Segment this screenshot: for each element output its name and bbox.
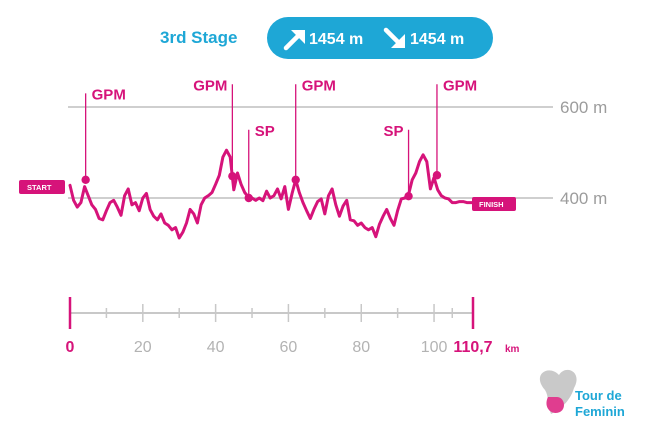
distance-tick-label: 110,7 (453, 339, 492, 356)
ascent-arrow-icon (283, 30, 305, 51)
descent-value: 1454 m (410, 31, 464, 48)
start-tag: START (19, 180, 65, 194)
logo-text-line1: Tour de (575, 388, 622, 403)
tour-de-feminin-logo: Tour de Feminin (539, 369, 625, 419)
ascent-value: 1454 m (309, 31, 363, 48)
annotation-marker-gpm-0 (81, 175, 90, 184)
y-label-600: 600 m (560, 98, 607, 117)
annotation-lines (85, 84, 438, 198)
elevation-profile-line (68, 148, 475, 240)
annotation-label-gpm-3: GPM (302, 77, 336, 94)
annotation-label-sp-2: SP (255, 123, 275, 140)
annotation-markers: GPM GPM SP GPM SP GPM (81, 77, 477, 203)
annotation-label-sp-4: SP (384, 123, 404, 140)
finish-label: FINISH (479, 200, 504, 209)
summary-pill-background (267, 17, 493, 59)
y-label-400: 400 m (560, 189, 607, 208)
distance-tick-label: 80 (352, 339, 370, 356)
finish-tag: FINISH (472, 197, 516, 211)
annotation-marker-gpm-1 (228, 171, 237, 181)
annotation-marker-gpm-5 (432, 171, 442, 180)
annotation-label-gpm-0: GPM (92, 86, 126, 103)
annotation-marker-sp-4 (404, 191, 413, 201)
annotation-label-gpm-1: GPM (193, 77, 227, 94)
elevation-summary-pill: 1454 m 1454 m (267, 17, 493, 59)
annotation-marker-gpm-3 (291, 175, 300, 184)
distance-tick-label: 60 (280, 339, 298, 356)
stage-title: 3rd Stage (160, 28, 237, 47)
distance-unit: km (505, 344, 520, 355)
start-tag-background (19, 180, 65, 194)
distance-tick-label: 100 (421, 339, 448, 356)
annotation-marker-sp-2 (244, 193, 253, 203)
distance-tick-label: 40 (207, 339, 225, 356)
start-label: START (27, 183, 52, 192)
logo-heart-icon (546, 397, 564, 413)
descent-arrow-icon (383, 27, 405, 48)
distance-axis: 0 20 40 60 80 100 110,7 (66, 297, 493, 356)
annotation-label-gpm-5: GPM (443, 77, 477, 94)
distance-tick-label: 20 (134, 339, 152, 356)
distance-tick-label: 0 (66, 339, 75, 356)
logo-text-line2: Feminin (575, 404, 625, 419)
finish-tag-background (472, 197, 516, 211)
